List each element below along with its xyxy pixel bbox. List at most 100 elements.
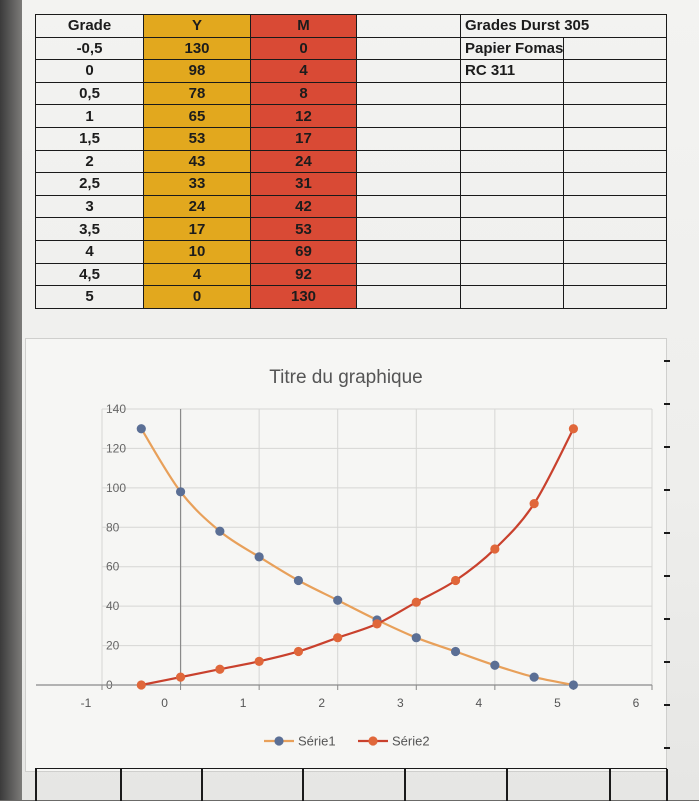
empty-cell (356, 239, 461, 264)
margin-tick (664, 360, 670, 362)
y-cell: 78 (143, 81, 251, 106)
empty-cell (460, 285, 564, 309)
empty-cell (356, 59, 461, 83)
grade-cell: 3,5 (35, 217, 144, 241)
grade-cell: 2 (35, 149, 144, 174)
empty-cell (460, 217, 564, 241)
y-cell: 65 (143, 104, 251, 128)
x-tick-label: 0 (161, 696, 168, 710)
y-cell: 43 (143, 149, 251, 174)
m-cell: 130 (250, 285, 357, 309)
x-tick-label: 3 (397, 696, 404, 710)
empty-cell (563, 239, 667, 264)
empty-cell (460, 172, 564, 196)
y-cell: 10 (143, 239, 251, 264)
table-column-line (201, 769, 203, 801)
legend-swatch-marker (274, 736, 284, 746)
table-column-line (302, 769, 304, 801)
table-column-line (609, 769, 611, 801)
data-point (333, 595, 343, 605)
table-row: 3,5 17 53 (35, 217, 667, 241)
margin-tick (664, 403, 670, 405)
x-tick-label: 5 (554, 696, 561, 710)
header-m: M (250, 14, 357, 38)
empty-cell (563, 285, 667, 309)
grades-table: Grade Y M Grades Durst 305 -0,5 130 0 Papie… (35, 14, 667, 309)
y-tick-label: 120 (106, 441, 126, 455)
empty-cell (356, 36, 461, 61)
y-cell: 130 (143, 36, 251, 61)
empty-cell (356, 285, 461, 309)
m-cell: 31 (250, 172, 357, 196)
data-point (136, 680, 146, 690)
table-row: 0 98 4 RC 311 (35, 59, 667, 83)
margin-tick (664, 661, 670, 663)
grade-cell: 0,5 (35, 81, 144, 106)
y-cell: 4 (143, 262, 251, 287)
series-2 (136, 424, 579, 690)
y-tick-label: 100 (106, 481, 126, 495)
y-cell: 98 (143, 59, 251, 83)
data-point (529, 499, 539, 509)
empty-cell (356, 81, 461, 106)
m-cell: 69 (250, 239, 357, 264)
data-point (175, 487, 186, 497)
m-cell: 12 (250, 104, 357, 128)
grade-cell: 4,5 (35, 262, 144, 287)
data-point (254, 552, 264, 562)
margin-tick (664, 532, 670, 534)
empty-cell (563, 149, 667, 174)
grade-cell: 4 (35, 239, 144, 264)
y-cell: 33 (143, 172, 251, 196)
data-point (136, 424, 146, 434)
empty-cell (356, 14, 461, 38)
data-point (411, 633, 421, 643)
empty-cell (460, 239, 564, 264)
chart-title: Titre du graphique (269, 367, 423, 388)
table-row: 3 24 42 (35, 194, 667, 219)
y-tick-label: 60 (106, 560, 120, 574)
empty-cell (460, 194, 564, 219)
legend-label: Série1 (298, 734, 336, 749)
table-column-line (120, 769, 122, 801)
empty-cell (356, 104, 461, 128)
margin-tick (664, 446, 670, 448)
data-point (372, 619, 382, 629)
x-tick-label: 4 (476, 696, 483, 710)
m-cell: 0 (250, 36, 357, 61)
table-row: 5 0 130 (35, 285, 667, 309)
empty-cell (460, 262, 564, 287)
y-cell: 0 (143, 285, 251, 309)
data-point (215, 526, 225, 536)
empty-cell (563, 81, 667, 106)
y-tick-label: 20 (106, 639, 120, 653)
empty-cell (460, 126, 564, 151)
empty-cell (460, 149, 564, 174)
header-grade: Grade (35, 14, 144, 38)
sheet-title: Grades Durst 305 (460, 14, 667, 38)
grade-cell: 0 (35, 59, 144, 83)
table-column-line (506, 769, 508, 801)
series-line (140, 428, 574, 687)
empty-cell (563, 126, 667, 151)
table-row: 1 65 12 (35, 104, 667, 128)
y-tick-label: 140 (106, 402, 126, 416)
legend: Série1 Série2 (264, 734, 430, 749)
empty-cell (563, 104, 667, 128)
m-cell: 92 (250, 262, 357, 287)
legend-label: Série2 (392, 734, 430, 749)
margin-tick (664, 618, 670, 620)
table-column-line (35, 769, 37, 801)
grade-cell: 2,5 (35, 172, 144, 196)
grade-cell: 3 (35, 194, 144, 219)
m-cell: 24 (250, 149, 357, 174)
bottom-table-edge (35, 768, 668, 801)
table-column-line (404, 769, 406, 801)
empty-cell (356, 262, 461, 287)
note-cell: RC 311 (460, 59, 564, 83)
empty-cell (563, 36, 667, 61)
data-point (293, 646, 304, 657)
table-column-line (666, 769, 668, 801)
series-layer (136, 424, 579, 690)
